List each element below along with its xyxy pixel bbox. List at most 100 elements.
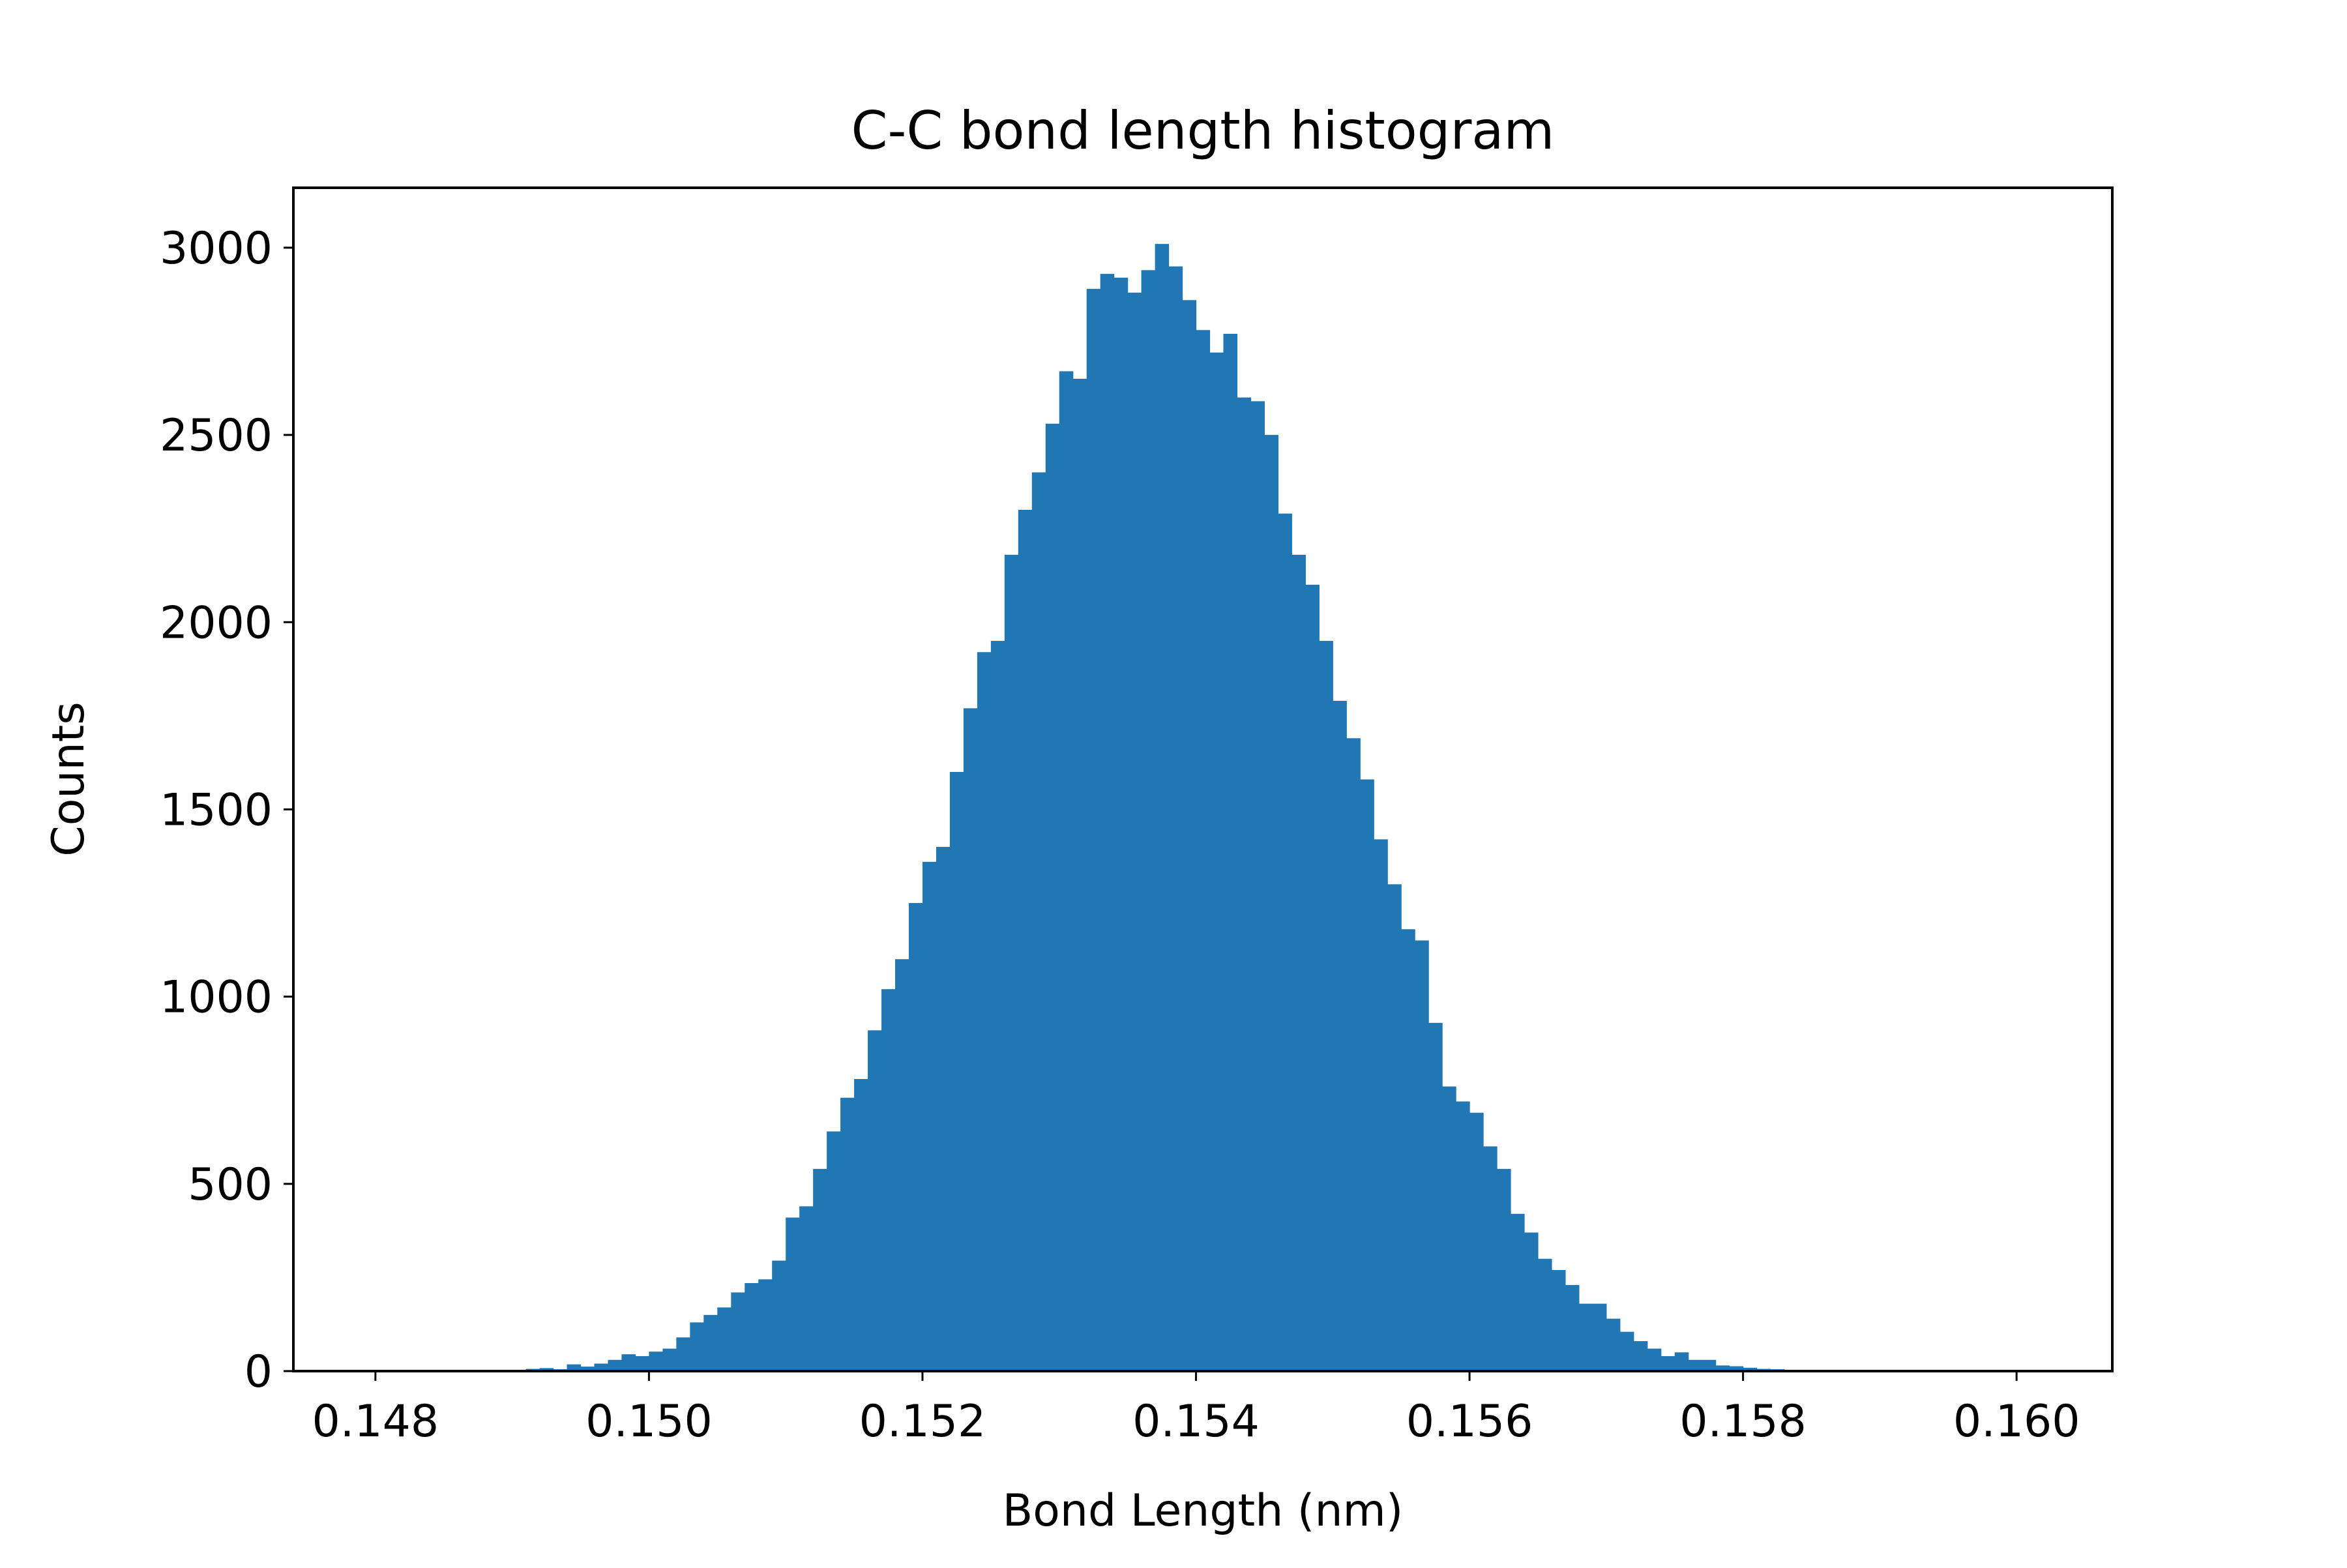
histogram-bar	[1223, 334, 1238, 1371]
histogram-bar	[1415, 940, 1429, 1371]
histogram-bar	[1237, 397, 1252, 1371]
histogram-bar	[1086, 289, 1101, 1372]
histogram-bar	[1510, 1213, 1525, 1371]
histogram-bar	[1127, 292, 1142, 1371]
y-tick-label: 500	[188, 1159, 273, 1211]
histogram-bar	[1565, 1284, 1580, 1371]
histogram-bar	[786, 1217, 800, 1371]
histogram-bar	[1319, 640, 1333, 1371]
histogram-bar	[1155, 244, 1170, 1371]
x-axis-ticks: 0.148 0.150 0.152 0.154 0.156 0.158 0.160	[312, 1371, 2080, 1447]
histogram-bar	[772, 1260, 786, 1371]
histogram-bar	[1346, 738, 1361, 1371]
histogram-bar	[1578, 1303, 1593, 1371]
histogram-bar	[1743, 1367, 1758, 1371]
histogram-bar	[594, 1363, 609, 1371]
histogram-bar	[1729, 1366, 1744, 1371]
histogram-bars	[525, 244, 1799, 1372]
histogram-bar	[1401, 929, 1415, 1371]
histogram-bar	[908, 903, 923, 1371]
histogram-bar	[1209, 352, 1224, 1371]
histogram-bar	[1018, 509, 1033, 1372]
x-tick-label: 0.160	[1953, 1396, 2080, 1447]
histogram-bar	[1469, 1112, 1484, 1371]
histogram-bar	[717, 1307, 731, 1371]
histogram-bar	[1045, 423, 1060, 1371]
histogram-bar	[990, 640, 1005, 1371]
y-tick-label: 0	[244, 1346, 273, 1398]
histogram-bar	[1333, 700, 1347, 1371]
histogram-bar	[1114, 277, 1129, 1372]
histogram-bar	[1524, 1232, 1539, 1371]
histogram-bar	[1059, 371, 1074, 1372]
chart-title: C-C bond length histogram	[851, 100, 1555, 161]
histogram-bar	[1537, 1258, 1552, 1371]
x-tick-label: 0.150	[585, 1396, 713, 1447]
histogram-bar	[745, 1283, 759, 1371]
histogram-bar	[1702, 1359, 1717, 1371]
histogram-bar	[922, 861, 937, 1371]
histogram-bar	[1606, 1318, 1621, 1371]
histogram-bar	[1168, 266, 1183, 1371]
histogram-bar	[1250, 401, 1265, 1371]
histogram-bar	[1619, 1331, 1634, 1371]
x-tick-label: 0.152	[859, 1396, 986, 1447]
histogram-bar	[1360, 779, 1374, 1371]
histogram-bar	[1428, 1022, 1443, 1371]
histogram-bar	[936, 846, 951, 1371]
histogram-bar	[1592, 1303, 1607, 1371]
histogram-bar	[580, 1367, 595, 1371]
histogram-bar	[1688, 1359, 1703, 1371]
histogram-bar	[1483, 1146, 1498, 1371]
histogram-bar	[1374, 839, 1388, 1371]
histogram-bar	[1196, 330, 1211, 1371]
histogram-bar	[662, 1348, 677, 1371]
histogram-bar	[539, 1368, 554, 1371]
histogram-bar	[1442, 1086, 1456, 1371]
histogram-bar	[621, 1354, 636, 1371]
histogram-bar	[649, 1352, 663, 1371]
y-tick-label: 1000	[160, 972, 273, 1024]
x-tick-label: 0.154	[1132, 1396, 1260, 1447]
y-tick-label: 3000	[160, 223, 273, 274]
histogram-bar	[868, 1030, 882, 1371]
histogram-bar	[1551, 1269, 1566, 1371]
x-tick-label: 0.156	[1406, 1396, 1533, 1447]
x-tick-label: 0.148	[312, 1396, 439, 1447]
histogram-bar	[676, 1337, 690, 1371]
histogram-bar	[881, 989, 896, 1371]
histogram-bar	[963, 708, 978, 1371]
x-tick-label: 0.158	[1679, 1396, 1807, 1447]
y-axis-ticks: 0 500 1000 1500 2000 2500 3000	[160, 223, 293, 1398]
histogram-bar	[635, 1356, 650, 1371]
histogram-bar	[1633, 1341, 1648, 1371]
histogram-bar	[1497, 1168, 1511, 1371]
histogram-bar	[1661, 1356, 1675, 1371]
histogram-bar	[854, 1078, 868, 1371]
plot-frame	[292, 186, 2114, 1372]
histogram-bar	[690, 1322, 704, 1371]
histogram-bar	[1292, 554, 1306, 1371]
histogram-bar	[1305, 584, 1320, 1371]
histogram-bar	[1715, 1365, 1730, 1371]
histogram-bar	[1182, 300, 1197, 1371]
x-axis-label: Bond Length (nm)	[1003, 1485, 1404, 1537]
histogram-bar	[1674, 1352, 1689, 1371]
y-tick-label: 2500	[160, 410, 273, 462]
y-tick-label: 2000	[160, 597, 273, 649]
histogram-bar	[703, 1314, 718, 1371]
histogram-bar	[1031, 472, 1046, 1371]
histogram-bar	[1456, 1101, 1470, 1371]
histogram-bar	[1072, 378, 1087, 1372]
histogram-bar	[1141, 270, 1156, 1371]
histogram-bar	[1004, 554, 1019, 1371]
histogram-bar	[1387, 884, 1402, 1371]
histogram-bar	[608, 1359, 623, 1371]
histogram-bar	[758, 1279, 773, 1371]
histogram-bar	[799, 1206, 814, 1371]
y-tick-label: 1500	[160, 784, 273, 836]
histogram-bar	[827, 1131, 841, 1371]
histogram-bar	[1278, 513, 1292, 1372]
